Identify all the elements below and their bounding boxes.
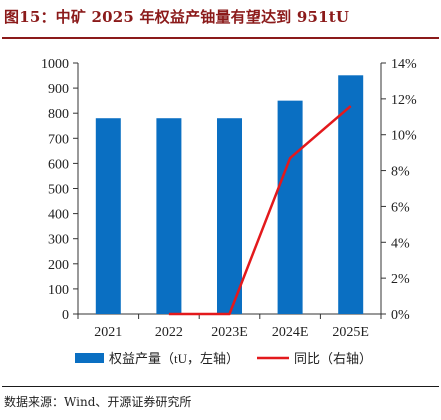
- y-right-tick-label: 10%: [391, 129, 417, 144]
- y-left-tick-label: 600: [48, 157, 69, 172]
- chart-title: 图15：中矿 2025 年权益产铀量有望达到 951tU: [4, 8, 350, 26]
- source-note: 数据来源：Wind、开源证券研究所: [4, 395, 192, 409]
- y-left-tick-label: 300: [48, 233, 69, 248]
- y-left-tick-label: 1000: [41, 57, 69, 72]
- y-left-tick-label: 200: [48, 258, 69, 273]
- y-left-tick-label: 800: [48, 107, 69, 122]
- y-left-tick-label: 400: [48, 208, 69, 223]
- y-left-tick-label: 100: [48, 283, 69, 298]
- chart: 0 100 200 300 400 500 600 700 800 900 1000 0% 2% 4% 6%…: [41, 57, 417, 366]
- bar-2023E: [217, 118, 242, 314]
- source-divider: [2, 386, 439, 387]
- y-left-tick-label: 700: [48, 132, 69, 147]
- y-right-tick-label: 0%: [391, 308, 410, 323]
- y-right-tick-label: 12%: [391, 93, 417, 108]
- y-right-tick-label: 2%: [391, 272, 410, 287]
- bar-2022: [156, 118, 182, 314]
- x-tick-label: 2024E: [272, 325, 309, 340]
- x-tick-label: 2022: [155, 325, 183, 340]
- y-left-tick-label: 900: [48, 82, 69, 97]
- x-tick-label: 2023E: [211, 325, 248, 340]
- line-yoy: [168, 105, 352, 316]
- legend-label-line: 同比（右轴）: [294, 351, 372, 366]
- bar-2024E: [277, 100, 303, 315]
- y-right-tick-label: 6%: [391, 200, 410, 215]
- legend-swatch-bar: [75, 353, 104, 363]
- title-divider: [2, 37, 439, 39]
- x-tick-label: 2025E: [332, 325, 369, 340]
- y-right-tick-label: 8%: [391, 165, 410, 180]
- y-right-tick-label: 14%: [391, 57, 417, 72]
- y-right-tick-label: 4%: [391, 236, 410, 251]
- y-left-tick-label: 0: [62, 308, 69, 323]
- bar-2025E: [338, 75, 364, 314]
- y-left-tick-label: 500: [48, 183, 69, 198]
- legend-label-bar: 权益产量（tU，左轴）: [109, 351, 239, 366]
- x-tick-label: 2021: [94, 325, 122, 340]
- bar-2021: [95, 118, 121, 314]
